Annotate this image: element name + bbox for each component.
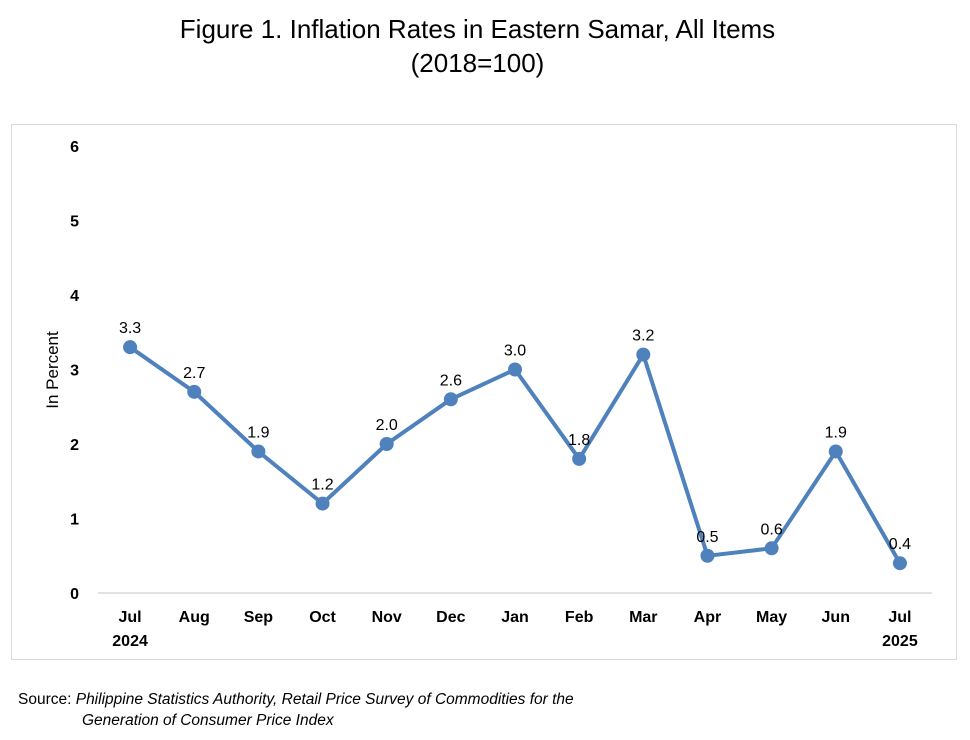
data-point	[764, 541, 779, 556]
y-tick-label: 2	[70, 437, 79, 454]
x-tick-labels: Jul 2024 Aug Sep Oct Nov Dec Jan Feb Mar Apr May Jun…	[112, 609, 918, 650]
line-chart: In Percent 0 1 2 3 4 5 6 Jul 2024 Aug Sep Oct Nov De…	[43, 139, 932, 650]
data-point	[828, 444, 843, 459]
y-tick-label: 3	[70, 363, 79, 380]
data-labels: 3.3 2.7 1.9 1.2 2.0 2.6 3.0 1.8 3.2 0.5 0.6 1.9 0.4	[119, 320, 911, 553]
x-tick-label: Aug	[179, 609, 210, 626]
data-point	[123, 340, 138, 355]
y-tick-label: 5	[70, 214, 79, 231]
data-point	[443, 392, 458, 407]
y-tick-label: 6	[70, 139, 79, 156]
data-label: 1.2	[311, 477, 333, 494]
data-label: 2.0	[376, 417, 398, 434]
data-label: 1.9	[247, 424, 269, 441]
data-point	[892, 556, 907, 571]
x-tick-label: Nov	[372, 609, 402, 626]
x-tick-label: Jan	[501, 609, 529, 626]
data-label: 0.5	[696, 529, 718, 546]
data-label: 2.6	[440, 372, 462, 389]
x-tick-label: Jul	[888, 609, 911, 626]
x-tick-label: Sep	[244, 609, 274, 626]
data-label: 3.2	[632, 328, 654, 345]
x-tick-label: Mar	[629, 609, 657, 626]
source-text-line2: Generation of Consumer Price Index	[82, 712, 334, 729]
y-tick-label: 4	[70, 288, 79, 305]
x-tick-label: Oct	[309, 609, 336, 626]
x-tick-label: Dec	[436, 609, 465, 626]
chart-subtitle: (2018=100)	[410, 48, 545, 78]
chart-area	[11, 124, 957, 660]
source-label: Source:	[18, 691, 72, 708]
data-label: 1.8	[568, 432, 590, 449]
data-label: 2.7	[183, 365, 205, 382]
y-tick-label: 0	[70, 586, 79, 603]
source-note: Source: Philippine Statistics Authority,…	[18, 689, 778, 731]
x-tick-label: Jul	[119, 609, 142, 626]
y-axis-label: In Percent	[43, 331, 62, 409]
x-tick-label: Apr	[694, 609, 722, 626]
data-label: 0.6	[760, 521, 782, 538]
y-tick-label: 1	[70, 512, 79, 529]
data-label: 3.0	[504, 343, 526, 360]
y-tick-labels: 0 1 2 3 4 5 6	[70, 139, 79, 603]
data-label: 3.3	[119, 320, 141, 337]
data-label: 1.9	[825, 424, 847, 441]
data-point	[508, 362, 522, 377]
data-label: 0.4	[889, 536, 911, 553]
data-point	[315, 496, 330, 511]
data-point	[572, 451, 587, 466]
x-tick-label: 2024	[112, 633, 148, 650]
x-tick-label: Feb	[565, 609, 594, 626]
chart-title: Figure 1. Inflation Rates in Eastern Sam…	[179, 14, 776, 44]
data-point	[251, 444, 266, 459]
data-point	[379, 437, 394, 451]
x-tick-label: Jun	[822, 609, 850, 626]
data-point	[187, 384, 202, 399]
data-point	[700, 548, 715, 563]
data-point	[636, 347, 651, 362]
source-text-line1: Philippine Statistics Authority, Retail …	[71, 691, 574, 708]
series-line	[128, 345, 902, 566]
x-tick-label: May	[756, 609, 787, 626]
data-markers	[123, 340, 907, 571]
x-tick-label: 2025	[882, 633, 918, 650]
